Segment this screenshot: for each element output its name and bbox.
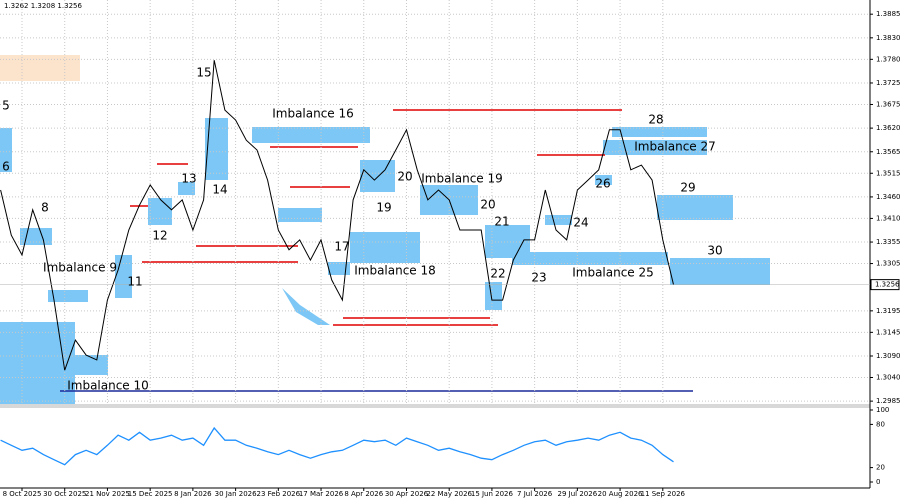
y-tick-label: 20 [876,464,885,472]
x-tick-label: 17 Mar 2026 [299,490,344,498]
zone [512,252,668,265]
y-tick-label: 1.3040 [876,373,900,381]
y-tick-label: 1.3675 [876,100,900,108]
levels [60,109,693,392]
annotation: 24 [573,216,588,230]
annotation: 17 [334,240,349,254]
header-prices: 1.3262 1.3208 1.3256 [4,2,82,10]
annotation: Imbalance 10 [67,379,149,393]
y-tick-label: 1.3090 [876,352,900,360]
y-tick-label: 1.3725 [876,79,900,87]
zone [48,290,88,302]
annotation: 15 [196,66,211,80]
zone [360,160,395,192]
annotation: 11 [127,275,142,289]
zone [60,355,108,375]
y-tick-label: 1.3620 [876,124,900,132]
x-tick-label: 15 Dec 2025 [128,490,173,498]
zones [0,55,770,405]
x-tick-label: 8 Oct 2025 [3,490,42,498]
annotation: 20 [480,198,495,212]
zone [178,182,195,195]
x-tick-label: 20 Aug 2026 [598,490,643,498]
annotation: Imbalance 25 [572,266,654,280]
x-tick-label: 30 Apr 2026 [385,490,429,498]
annotation: 29 [680,181,695,195]
zone [350,232,420,263]
y-tick-label: 1.3515 [876,169,900,177]
zone [328,262,350,275]
zone [278,208,322,222]
x-tick-label: 29 Jul 2026 [558,490,598,498]
zone [148,198,172,225]
x-tick-label: 22 May 2026 [426,490,472,498]
annotation: 30 [707,244,722,258]
zone [282,288,330,325]
annotation: 8 [41,201,49,215]
annotation: Imbalance 27 [634,140,716,154]
zone [485,282,502,310]
zone [657,195,733,220]
series-line [0,426,674,466]
x-tick-label: 8 Apr 2026 [344,490,383,498]
annotation: 20 [397,170,412,184]
y-tick-label: 1.3830 [876,34,900,42]
zone [612,127,707,137]
annotation: Imbalance 16 [272,107,354,121]
zone [545,215,572,225]
x-tick-label: 30 Oct 2025 [43,490,86,498]
annotation: Imbalance 9 [43,261,117,275]
annotation: 13 [181,172,196,186]
annotation: 19 [376,201,391,215]
y-tick-label: 1.3410 [876,214,900,222]
annotation: 22 [490,267,505,281]
x-tick-label: 7 Jul 2026 [517,490,553,498]
annotation: Imbalance 18 [354,264,436,278]
zone [205,118,228,180]
x-tick-label: 30 Jan 2026 [215,490,258,498]
x-tick-label: 21 Nov 2025 [85,490,130,498]
x-tick-label: 23 Feb 2026 [257,490,301,498]
panel-separator [0,404,870,408]
annotation: 23 [531,271,546,285]
series-line [0,60,674,371]
y-tick-label: 1.3305 [876,260,900,268]
zone [603,140,707,155]
y-tick-label: 1.3145 [876,328,900,336]
zone [595,175,612,185]
y-tick-label: 80 [876,420,885,428]
zone [670,258,770,285]
y-tick-label: 100 [876,406,889,414]
annotation: 26 [595,177,610,191]
y-tick-label: 1.3195 [876,307,900,315]
y-tick-label: 1.3780 [876,55,900,63]
current-price-label: 1.3256 [875,281,900,289]
y-tick-label: 1.3355 [876,238,900,246]
zone [252,127,370,143]
annotation: Imbalance 19 [421,172,503,186]
y-tick-label: 1.2985 [876,397,900,405]
current-price-box [870,279,900,291]
annotation: 12 [152,229,167,243]
annotation: 21 [494,215,509,229]
annotation: 5 [2,99,10,113]
x-tick-label: 8 Jan 2026 [174,490,212,498]
x-tick-label: 15 Jun 2026 [471,490,514,498]
annotation: 28 [648,113,663,127]
y-tick-label: 0 [876,478,880,486]
annotation: 6 [2,160,10,174]
x-tick-label: 11 Sep 2026 [641,490,686,498]
y-tick-label: 1.3885 [876,10,900,18]
y-tick-label: 1.3565 [876,148,900,156]
y-tick-label: 1.3460 [876,193,900,201]
annotation: 14 [212,183,227,197]
zone [0,128,12,172]
